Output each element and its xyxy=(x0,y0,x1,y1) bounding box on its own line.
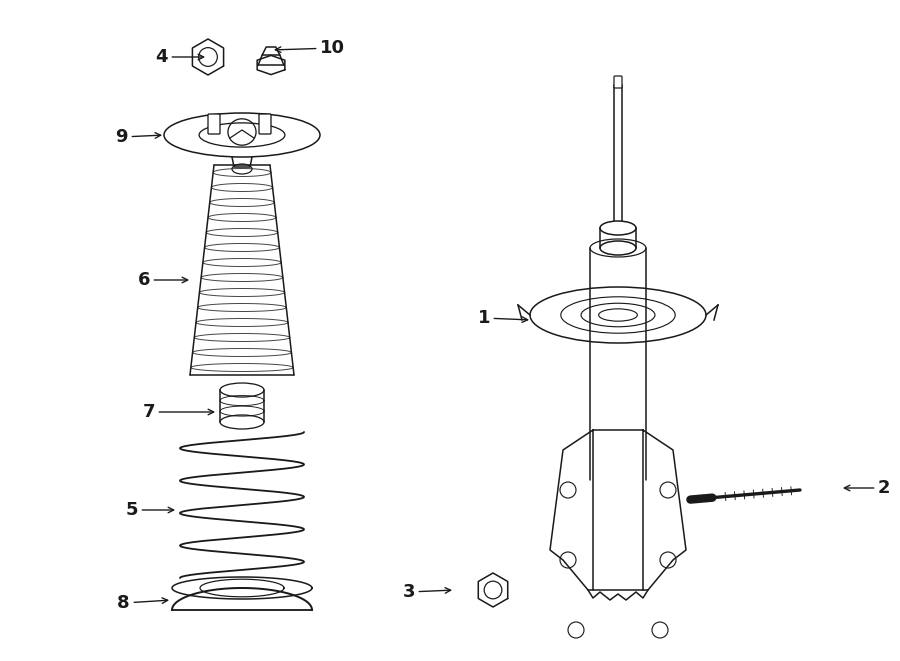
Polygon shape xyxy=(550,430,593,590)
Ellipse shape xyxy=(530,287,706,343)
Text: 2: 2 xyxy=(844,479,890,497)
Text: 10: 10 xyxy=(275,39,345,57)
FancyBboxPatch shape xyxy=(208,114,220,134)
Polygon shape xyxy=(193,39,223,75)
FancyBboxPatch shape xyxy=(259,114,271,134)
Text: 4: 4 xyxy=(156,48,203,66)
Ellipse shape xyxy=(484,581,502,599)
FancyBboxPatch shape xyxy=(614,85,622,230)
Text: 7: 7 xyxy=(142,403,213,421)
Ellipse shape xyxy=(199,48,218,66)
FancyBboxPatch shape xyxy=(614,76,622,88)
Text: 8: 8 xyxy=(117,594,167,612)
Ellipse shape xyxy=(600,221,636,235)
Ellipse shape xyxy=(164,113,320,157)
Text: 5: 5 xyxy=(125,501,174,519)
Text: 1: 1 xyxy=(478,309,527,327)
Text: 9: 9 xyxy=(115,128,161,146)
Text: 6: 6 xyxy=(138,271,188,289)
Polygon shape xyxy=(257,56,285,75)
Polygon shape xyxy=(643,430,686,590)
Polygon shape xyxy=(478,573,508,607)
Polygon shape xyxy=(258,47,284,65)
Text: 3: 3 xyxy=(402,583,451,601)
